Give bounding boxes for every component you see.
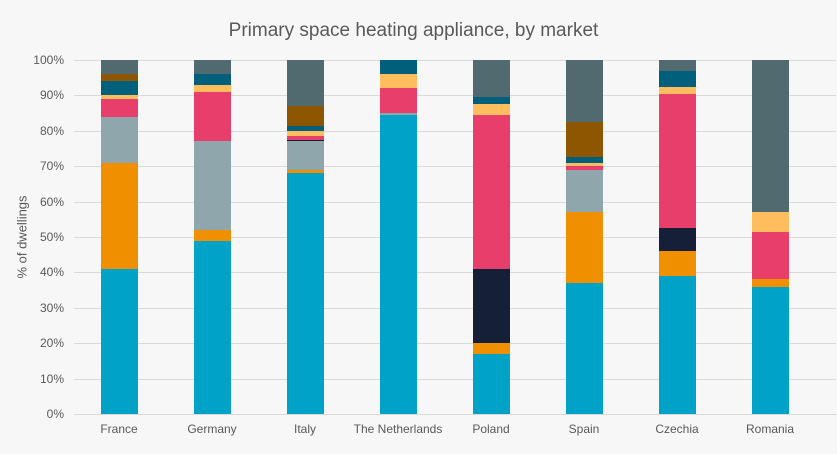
x-tick-label: Romania: [745, 422, 795, 436]
bar-segment[interactable]: [193, 141, 231, 230]
x-tick-label: Czechia: [655, 422, 699, 436]
bar-segment[interactable]: [565, 60, 603, 123]
bar-germany[interactable]: [193, 60, 231, 414]
bar-the-netherlands[interactable]: [379, 60, 417, 414]
bar-segment[interactable]: [658, 86, 696, 94]
bar-segment[interactable]: [379, 113, 417, 115]
y-tick-label: 30%: [39, 300, 64, 315]
bar-france[interactable]: [100, 60, 138, 414]
bar-segment[interactable]: [472, 268, 510, 344]
x-tick-label: The Netherlands: [353, 422, 443, 436]
y-tick-label: 60%: [39, 194, 64, 209]
bar-segment[interactable]: [193, 60, 231, 75]
bar-segment[interactable]: [565, 212, 603, 284]
y-tick-label: 0%: [46, 407, 64, 421]
chart-title: Primary space heating appliance, by mark…: [228, 20, 599, 41]
bar-romania[interactable]: [751, 60, 789, 414]
y-tick-label: 90%: [39, 88, 64, 103]
bar-segment[interactable]: [286, 136, 324, 140]
bar-segment[interactable]: [472, 60, 510, 98]
bar-segment[interactable]: [379, 114, 417, 414]
bar-spain[interactable]: [565, 60, 603, 414]
bar-poland[interactable]: [472, 60, 510, 414]
bar-segment[interactable]: [751, 286, 789, 414]
bar-segment[interactable]: [193, 229, 231, 241]
x-tick-label: Germany: [187, 422, 237, 436]
bar-segment[interactable]: [658, 60, 696, 71]
bar-segment[interactable]: [751, 279, 789, 287]
bar-segment[interactable]: [472, 114, 510, 269]
bar-segment[interactable]: [193, 240, 231, 414]
gridline: [74, 60, 836, 61]
bar-segment[interactable]: [565, 166, 603, 170]
y-tick-label: 70%: [39, 159, 64, 174]
y-tick-label: 50%: [39, 230, 64, 244]
bar-segment[interactable]: [100, 162, 138, 269]
bar-segment[interactable]: [565, 157, 603, 163]
bar-segment[interactable]: [286, 125, 324, 131]
bar-segment[interactable]: [751, 212, 789, 232]
bar-segment[interactable]: [100, 95, 138, 99]
bar-segment[interactable]: [100, 81, 138, 96]
gridline: [74, 272, 836, 274]
gridline: [74, 166, 836, 168]
bar-segment[interactable]: [100, 60, 138, 75]
bar-segment[interactable]: [751, 60, 789, 213]
bar-segment[interactable]: [193, 74, 231, 85]
bar-segment[interactable]: [100, 74, 138, 82]
gridline: [74, 237, 836, 238]
bar-segment[interactable]: [658, 275, 696, 414]
bar-segment[interactable]: [751, 231, 789, 280]
y-tick-label: 20%: [39, 336, 64, 351]
y-tick-label: 100%: [33, 53, 64, 67]
bar-segment[interactable]: [286, 169, 324, 174]
bar-segment[interactable]: [193, 84, 231, 92]
bar-segment[interactable]: [286, 141, 324, 170]
y-tick-label: 40%: [39, 265, 64, 280]
bar-segment[interactable]: [379, 88, 417, 114]
y-tick-label: 10%: [39, 371, 64, 386]
bar-segment[interactable]: [286, 106, 324, 126]
x-tick-label: France: [100, 422, 138, 436]
bar-segment[interactable]: [472, 97, 510, 105]
bar-italy[interactable]: [286, 60, 324, 414]
bar-segment[interactable]: [565, 162, 603, 167]
bar-segment[interactable]: [286, 173, 324, 414]
x-tick-label: Poland: [472, 422, 510, 436]
gridline: [74, 95, 836, 97]
gridline: [74, 378, 836, 380]
bar-czechia[interactable]: [658, 60, 696, 414]
gridline: [74, 307, 836, 309]
bar-segment[interactable]: [100, 116, 138, 163]
bar-segment[interactable]: [658, 93, 696, 229]
bar-segment[interactable]: [658, 228, 696, 252]
bar-segment[interactable]: [193, 91, 231, 142]
gridline: [74, 414, 836, 415]
plot-area: [74, 60, 836, 415]
bar-segment[interactable]: [379, 74, 417, 89]
bar-segment[interactable]: [100, 98, 138, 117]
bar-segment[interactable]: [472, 104, 510, 115]
y-tick-label: 80%: [39, 123, 64, 138]
bar-segment[interactable]: [658, 70, 696, 87]
bar-segment[interactable]: [286, 60, 324, 107]
bar-segment[interactable]: [565, 169, 603, 213]
bar-segment[interactable]: [472, 343, 510, 354]
gridline: [74, 201, 836, 203]
bar-segment[interactable]: [100, 268, 138, 414]
bar-segment[interactable]: [472, 353, 510, 414]
bar-segment[interactable]: [565, 283, 603, 414]
x-tick-label: Spain: [568, 422, 600, 436]
bar-segment[interactable]: [379, 60, 417, 75]
bar-segment[interactable]: [286, 130, 324, 137]
gridline: [74, 130, 836, 132]
x-tick-label: Italy: [293, 422, 316, 436]
gridline: [74, 343, 836, 345]
bar-segment[interactable]: [658, 251, 696, 276]
bar-segment[interactable]: [286, 139, 324, 142]
bar-segment[interactable]: [565, 122, 603, 158]
